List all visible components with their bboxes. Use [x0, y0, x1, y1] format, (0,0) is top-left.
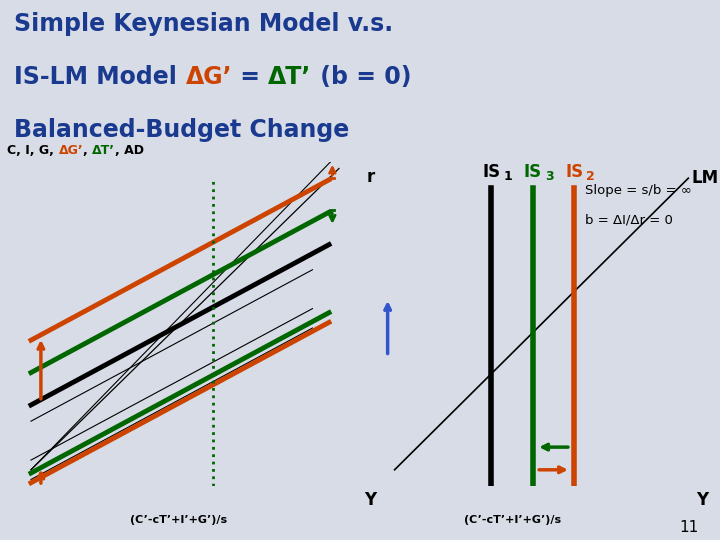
Text: IS: IS	[523, 164, 542, 181]
Text: 3: 3	[545, 170, 554, 183]
Text: C, I, G,: C, I, G,	[7, 144, 58, 157]
Text: 2: 2	[586, 170, 595, 183]
Text: Y: Y	[364, 491, 377, 509]
Text: b = ΔI/Δr = 0: b = ΔI/Δr = 0	[585, 213, 672, 227]
Text: ΔT’: ΔT’	[269, 65, 312, 89]
Text: (C’-cT’+I’+G’)/s: (C’-cT’+I’+G’)/s	[464, 515, 561, 525]
Text: (C’-cT’+I’+G’)/s: (C’-cT’+I’+G’)/s	[130, 515, 228, 525]
Text: ΔG’: ΔG’	[186, 65, 232, 89]
Text: r: r	[367, 168, 375, 186]
Text: IS-LM Model: IS-LM Model	[14, 65, 186, 89]
Text: Balanced-Budget Change: Balanced-Budget Change	[14, 118, 350, 142]
Text: =: =	[232, 65, 269, 89]
Text: IS: IS	[565, 164, 583, 181]
Text: LM: LM	[692, 169, 719, 187]
Text: 1: 1	[503, 170, 512, 183]
Text: Y: Y	[696, 491, 708, 509]
Text: 11: 11	[679, 519, 698, 535]
Text: ΔT’: ΔT’	[92, 144, 115, 157]
Text: ,: ,	[83, 144, 92, 157]
Text: Slope = s/b = ∞: Slope = s/b = ∞	[585, 184, 691, 198]
Text: , AD: , AD	[115, 144, 144, 157]
Text: ΔG’: ΔG’	[58, 144, 83, 157]
Text: (b = 0): (b = 0)	[312, 65, 411, 89]
Text: IS: IS	[482, 164, 500, 181]
Text: Simple Keynesian Model v.s.: Simple Keynesian Model v.s.	[14, 12, 394, 36]
